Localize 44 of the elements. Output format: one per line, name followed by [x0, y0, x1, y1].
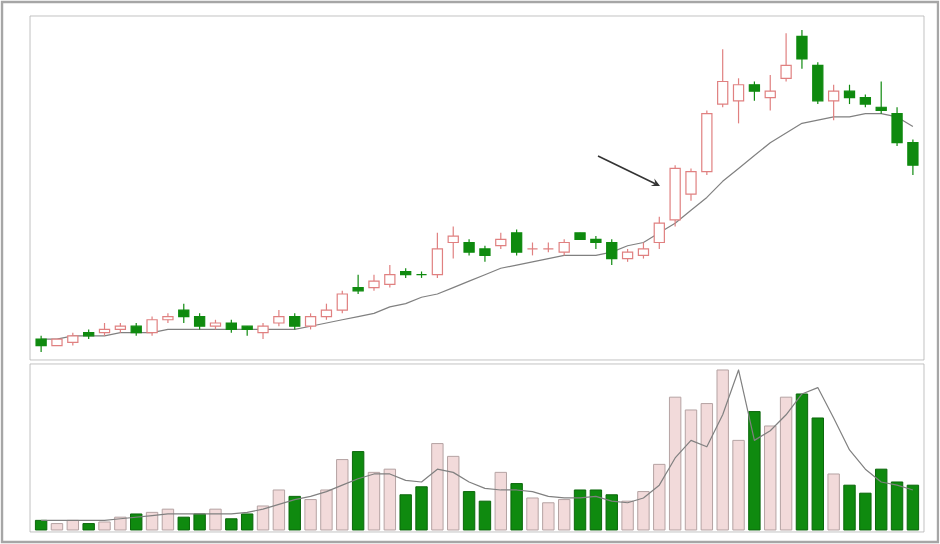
bar	[256, 505, 270, 531]
candlestick	[827, 84, 840, 121]
candlestick	[257, 322, 269, 340]
candlestick	[796, 29, 808, 70]
candlestick	[717, 48, 729, 108]
candlestick	[606, 238, 618, 266]
bar	[130, 513, 143, 531]
bar	[748, 411, 761, 531]
bar	[906, 484, 920, 531]
candlestick	[764, 74, 776, 112]
candlestick	[178, 303, 190, 324]
candlestick	[146, 315, 158, 337]
candlestick	[685, 167, 697, 202]
bar	[288, 495, 301, 531]
candlestick	[590, 235, 602, 250]
bar	[462, 491, 476, 531]
bar	[82, 523, 95, 531]
bar	[510, 483, 523, 531]
candlestick	[907, 138, 919, 176]
candlestick	[352, 274, 364, 295]
candlestick	[336, 290, 348, 314]
candlestick	[891, 106, 903, 147]
candlestick	[875, 80, 887, 115]
bar	[34, 519, 48, 531]
bar	[161, 508, 175, 531]
candlestick	[843, 84, 856, 105]
candlestick	[162, 312, 174, 324]
bar	[827, 473, 840, 531]
candlestick	[384, 264, 396, 289]
bar	[209, 508, 222, 531]
candlestick	[812, 61, 824, 105]
bar	[494, 471, 507, 531]
candlestick	[510, 229, 523, 256]
bar	[478, 500, 492, 531]
candlestick	[780, 32, 792, 83]
candlestick	[431, 232, 444, 279]
candlestick	[732, 77, 745, 124]
bar	[573, 489, 587, 531]
candlestick	[653, 216, 665, 250]
bar	[145, 511, 159, 531]
bar	[351, 451, 365, 531]
candlestick	[447, 225, 459, 260]
candlestick	[748, 80, 761, 102]
bar	[272, 489, 286, 531]
